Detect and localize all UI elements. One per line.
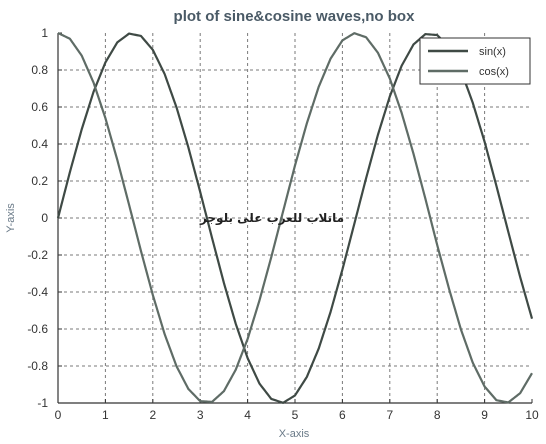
y-tick-label: 0 — [41, 211, 48, 225]
y-tick-label: 0.4 — [31, 137, 48, 151]
x-tick-label: 8 — [434, 408, 441, 422]
y-tick-label: 0.2 — [31, 174, 48, 188]
legend-label-cos: cos(x) — [479, 66, 509, 78]
legend-box — [419, 37, 531, 85]
x-tick-label: 9 — [481, 408, 488, 422]
x-axis-label: X-axis — [279, 428, 310, 440]
annotation-text: ماتلاب للعرب على بلوجر — [199, 211, 344, 226]
y-tick-label: 0.8 — [31, 63, 48, 77]
x-tick-label: 7 — [386, 408, 393, 422]
legend-label-sin: sin(x) — [479, 46, 506, 58]
x-tick-label: 0 — [55, 408, 62, 422]
x-tick-label: 5 — [292, 408, 299, 422]
chart-title: plot of sine&cosine waves,no box — [174, 8, 416, 25]
y-axis-label: Y-axis — [5, 203, 17, 233]
x-tick-label: 4 — [244, 408, 251, 422]
y-tick-label: -0.2 — [27, 248, 48, 262]
y-tick-label: 0.6 — [31, 100, 48, 114]
legend: sin(x) cos(x) — [419, 37, 531, 85]
y-tick-label: -1 — [37, 396, 48, 410]
x-tick-label: 6 — [339, 408, 346, 422]
y-tick-label: -0.4 — [27, 285, 48, 299]
y-tick-label: 1 — [41, 26, 48, 40]
y-tick-label: -0.6 — [27, 322, 48, 336]
x-tick-label: 10 — [525, 408, 539, 422]
tick-labels: 0 1 2 3 4 5 6 7 8 9 10 1 0.8 0.6 0.4 0.2 0 -0.2 -0.4 -0.6 -0… — [27, 26, 539, 422]
series-line-cos — [57, 32, 533, 404]
x-tick-label: 3 — [197, 408, 204, 422]
grid — [58, 33, 532, 403]
x-tick-label: 1 — [102, 408, 109, 422]
y-tick-label: -0.8 — [27, 359, 48, 373]
x-tick-label: 2 — [149, 408, 156, 422]
